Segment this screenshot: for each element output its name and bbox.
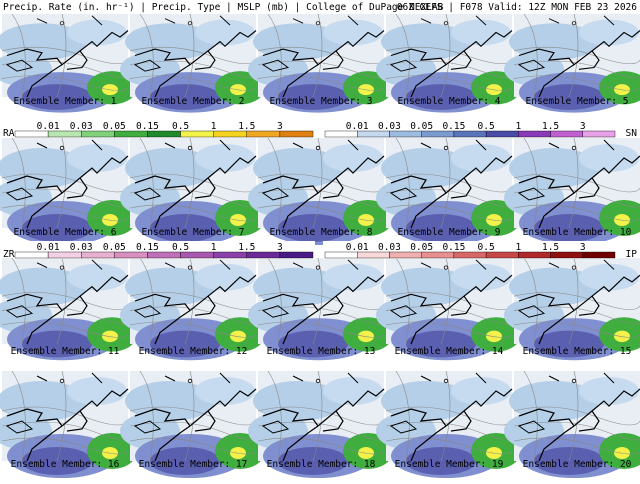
colorbar-tick: 0.05 [103, 242, 126, 253]
map-image [247, 257, 394, 361]
colorbar-tick: 1 [515, 121, 521, 132]
member-label: Ensemble Member: 15 [523, 346, 632, 357]
colorbar-tick: 1 [211, 242, 217, 253]
colorbar-tick: 0.03 [378, 121, 401, 132]
colorbar-tick: 1 [211, 121, 217, 132]
colorbar-tick: 1.5 [542, 121, 559, 132]
colorbar-tick: 1.5 [238, 242, 255, 253]
member-label: Ensemble Member: 1 [14, 96, 117, 107]
map-panel [375, 257, 522, 361]
member-label: Ensemble Member: 6 [14, 227, 117, 238]
member-label: Ensemble Member: 16 [11, 459, 120, 470]
member-label: Ensemble Member: 9 [398, 227, 501, 238]
colorbar-swatch [279, 130, 314, 138]
member-label: Ensemble Member: 19 [395, 459, 504, 470]
member-label: Ensemble Member: 11 [11, 346, 120, 357]
header-bg [0, 0, 640, 14]
member-label: Ensemble Member: 5 [526, 96, 629, 107]
colorbar-tick: 0.03 [70, 242, 93, 253]
map-image [503, 257, 640, 361]
colorbar-tick: 1.5 [238, 121, 255, 132]
member-label: Ensemble Member: 10 [523, 227, 632, 238]
colorbar-tick: 0.5 [172, 242, 189, 253]
member-label: Ensemble Member: 4 [398, 96, 501, 107]
member-label: Ensemble Member: 20 [523, 459, 632, 470]
colorbar-tick: 3 [277, 121, 283, 132]
header-left: Precip. Rate (in. hr⁻¹) | Precip. Type |… [3, 2, 444, 13]
colorbar-tick: 0.05 [103, 121, 126, 132]
colorbar-tick: 0.15 [136, 121, 159, 132]
member-label: Ensemble Member: 8 [270, 227, 373, 238]
colorbar-tick: 0.5 [478, 242, 495, 253]
colorbar-tick: 1.5 [542, 242, 559, 253]
colorbar-tick: 0.01 [37, 121, 60, 132]
colorbar-type: RA [3, 128, 15, 139]
colorbar-type: IP [626, 249, 638, 260]
map-panel [503, 257, 640, 361]
colorbar-tick: 0.01 [346, 242, 369, 253]
colorbar-tick: 0.15 [136, 242, 159, 253]
member-label: Ensemble Member: 18 [267, 459, 376, 470]
colorbar-tick: 0.05 [410, 242, 433, 253]
colorbar-type: ZR [3, 249, 15, 260]
colorbar-type: SN [626, 128, 638, 139]
colorbar-tick: 1 [515, 242, 521, 253]
member-label: Ensemble Member: 7 [142, 227, 245, 238]
colorbar-swatch [279, 251, 314, 259]
colorbar-tick: 0.03 [378, 242, 401, 253]
colorbar-tick: 0.03 [70, 121, 93, 132]
map-image [375, 257, 522, 361]
colorbar-swatch [582, 251, 616, 259]
colorbar-tick: 0.01 [37, 242, 60, 253]
map-panel [247, 257, 394, 361]
member-label: Ensemble Member: 14 [395, 346, 504, 357]
map-image [119, 257, 266, 361]
colorbar-tick: 3 [277, 242, 283, 253]
colorbar-swatch [582, 130, 616, 138]
member-label: Ensemble Member: 17 [139, 459, 248, 470]
colorbar-tick: 0.05 [410, 121, 433, 132]
member-label: Ensemble Member: 13 [267, 346, 376, 357]
colorbar-tick: 0.5 [478, 121, 495, 132]
colorbar-tick: 3 [580, 121, 586, 132]
colorbar-tick: 0.15 [442, 121, 465, 132]
member-label: Ensemble Member: 3 [270, 96, 373, 107]
colorbar-tick: 0.15 [442, 242, 465, 253]
header-right: 06Z GEFS | F078 Valid: 12Z MON FEB 23 20… [397, 2, 637, 13]
colorbar-tick: 0.01 [346, 121, 369, 132]
colorbar-tick: 3 [580, 242, 586, 253]
member-label: Ensemble Member: 2 [142, 96, 245, 107]
map-image [0, 257, 138, 361]
member-label: Ensemble Member: 12 [139, 346, 248, 357]
map-panel [0, 257, 138, 361]
colorbar-tick: 0.5 [172, 121, 189, 132]
map-panel [119, 257, 266, 361]
